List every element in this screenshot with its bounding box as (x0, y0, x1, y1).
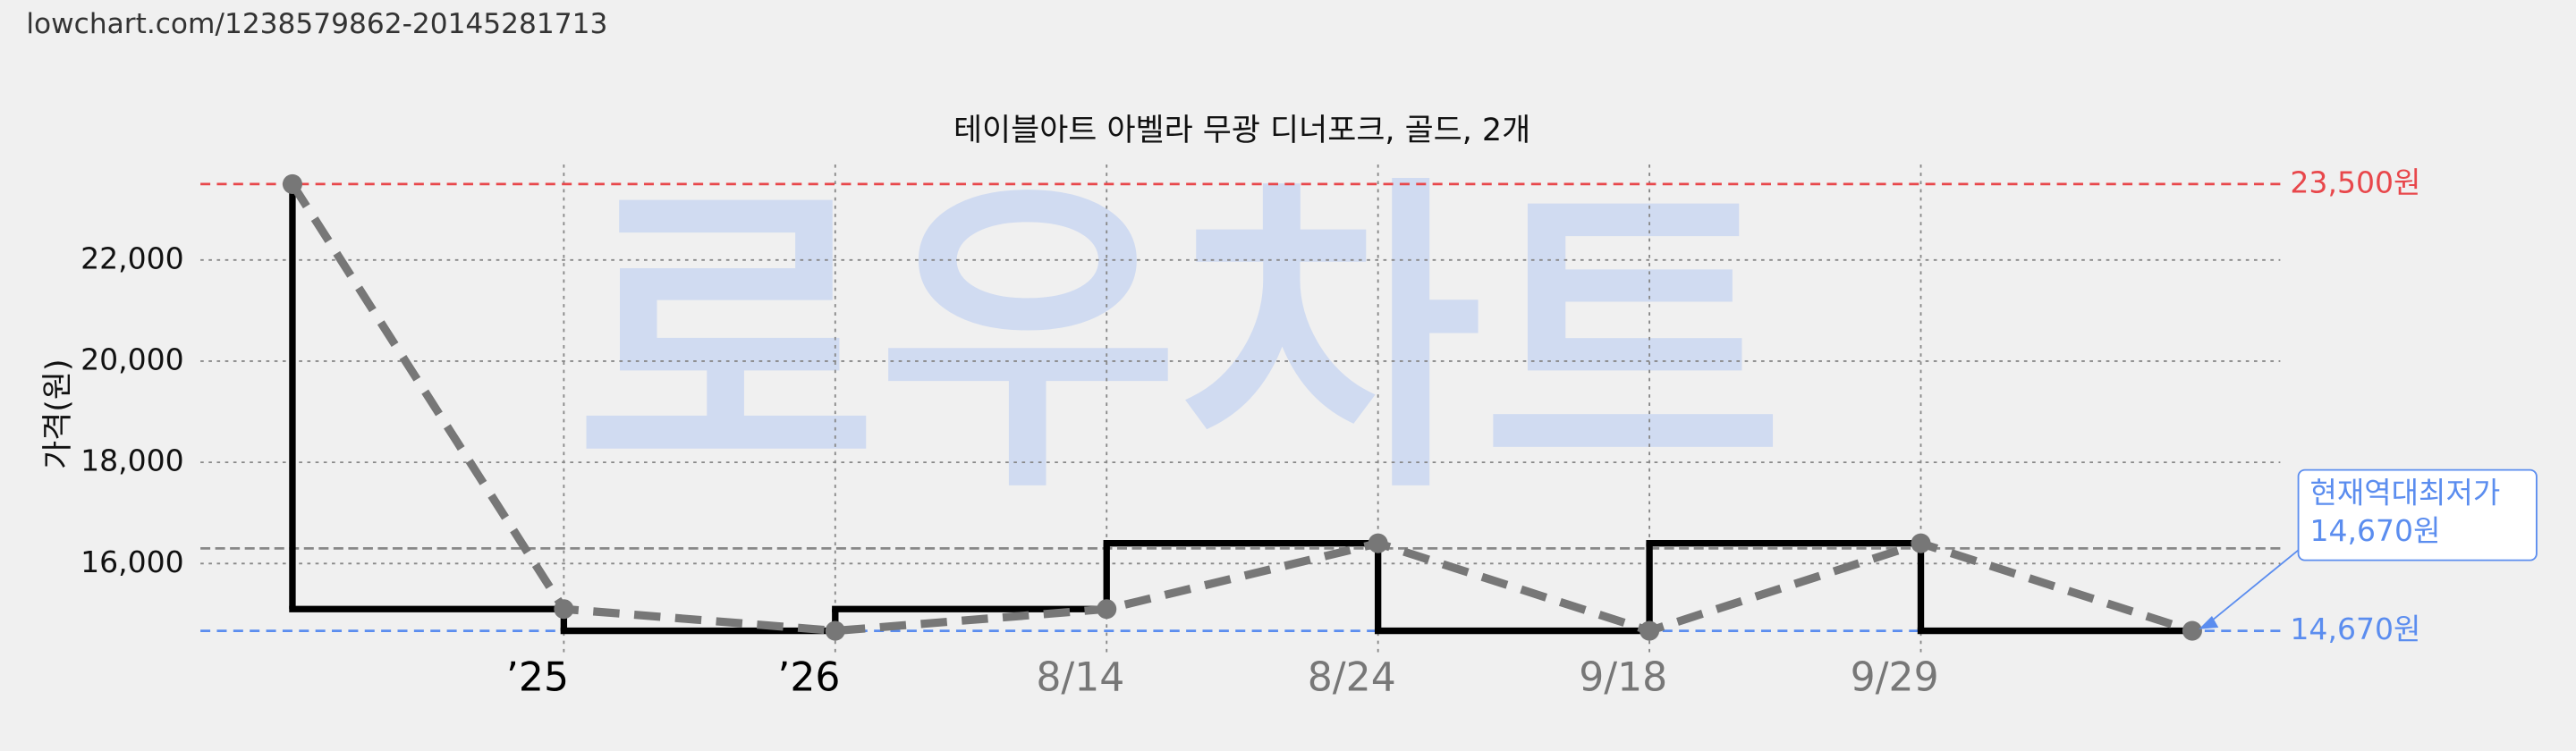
x-tick-label: ’25 (506, 655, 569, 701)
callout-arrowhead (2199, 616, 2219, 629)
chart-title: 테이블아트 아벨라 무광 디너포크, 골드, 2개 (953, 113, 1530, 148)
price-point (1640, 620, 1660, 641)
y-tick-label: 22,000 (80, 240, 184, 275)
price-point (1911, 533, 1931, 553)
y-axis-label: 가격(원) (40, 359, 76, 468)
callout-text: 14,670원 (2309, 513, 2440, 548)
max-line-label: 23,500원 (2290, 165, 2420, 199)
x-tick-label: 9/18 (1579, 655, 1667, 701)
callout-text: 현재역대최저가 (2309, 476, 2500, 511)
x-tick-label: ’26 (777, 655, 840, 701)
min-line-label: 14,670원 (2290, 612, 2420, 646)
y-tick-label: 20,000 (80, 342, 184, 376)
url: lowchart.com/1238579862-20145281713 (26, 8, 607, 40)
x-tick-label: 8/14 (1036, 655, 1124, 701)
x-tick-label: 8/24 (1308, 655, 1396, 701)
price-line (289, 181, 2194, 636)
callout-box (2297, 468, 2538, 561)
callout-arrow (2205, 548, 2301, 627)
x-tick-label: 9/29 (1851, 655, 1939, 701)
y-tick-label: 16,000 (80, 544, 184, 579)
price-point (554, 599, 574, 620)
price-point (282, 173, 302, 194)
price-point (825, 620, 845, 641)
watermark: 로우차트 (575, 149, 1784, 532)
price-point (1097, 599, 1117, 620)
y-tick-label: 18,000 (80, 443, 184, 478)
price-point (1368, 533, 1388, 553)
price-point (2182, 620, 2202, 641)
